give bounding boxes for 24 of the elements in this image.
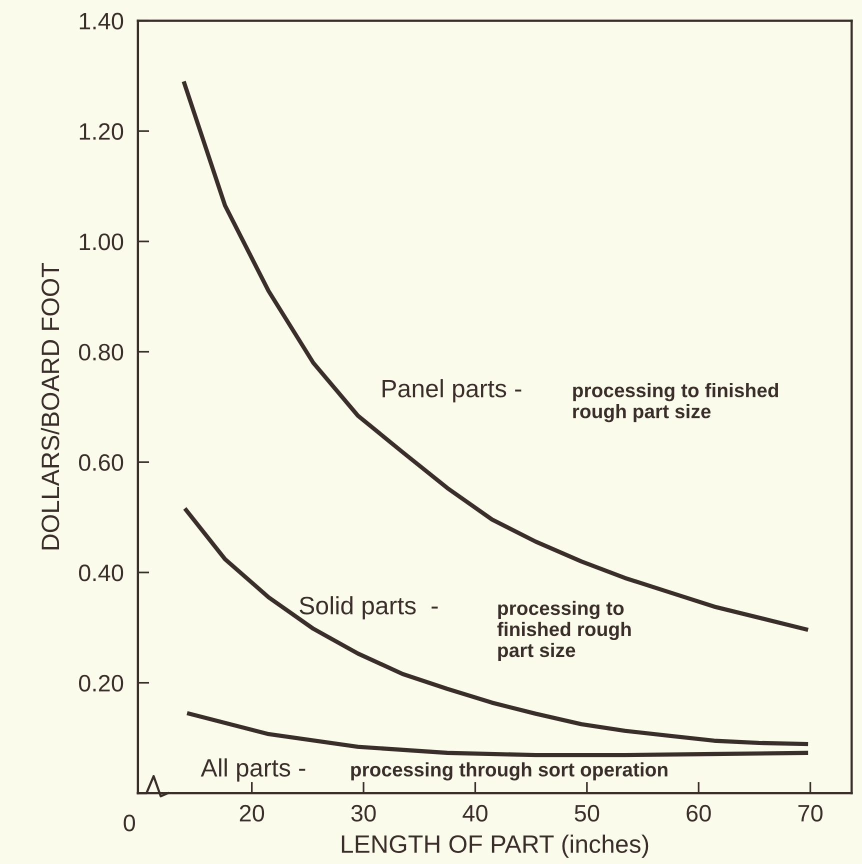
y-tick-label: 1.00 — [80, 233, 124, 250]
x-tick-label: 20 — [240, 804, 264, 822]
y-tick-label: 1.20 — [80, 123, 124, 140]
annotation: Solid parts - — [300, 596, 438, 620]
line-series — [182, 506, 810, 746]
x-tick-label: 60 — [686, 804, 711, 822]
annotation: processing through sort operation — [351, 762, 668, 780]
y-tick-label: 0.20 — [79, 674, 124, 692]
y-tick-label: 1.40 — [80, 12, 124, 30]
annotation: All parts - — [200, 758, 306, 782]
text: 0 — [124, 814, 135, 832]
y-tick-label: 0.40 — [79, 564, 124, 582]
x-tick-label: 70 — [798, 804, 823, 822]
x-tick-label: 50 — [574, 804, 600, 822]
y-tick-label: 0.80 — [79, 344, 124, 361]
x-tick-label: 40 — [462, 804, 488, 822]
y-tick-label: 0.60 — [79, 454, 124, 471]
line-series — [184, 711, 810, 758]
annotation: processing to finished rough part size — [573, 383, 778, 422]
annotation: processing to finished rough part size — [497, 600, 631, 662]
x-tick-label: 30 — [351, 804, 376, 822]
y-axis-title: DOLLARS/BOARD FOOT — [40, 263, 60, 550]
x-axis-title: LENGTH OF PART (inches) — [342, 834, 648, 858]
annotation: Panel parts - — [382, 379, 522, 402]
